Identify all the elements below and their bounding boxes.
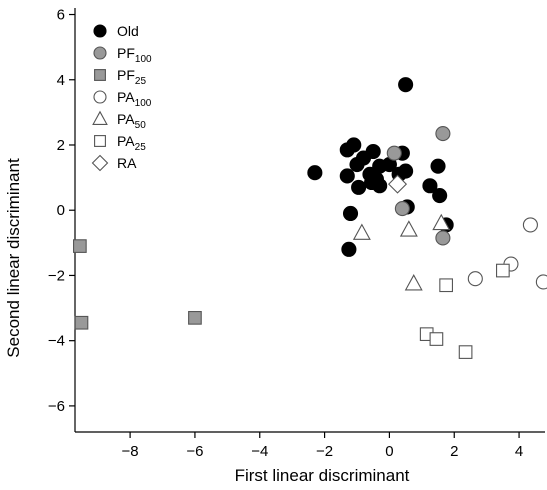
data-point: [439, 278, 453, 293]
legend-marker: [93, 90, 107, 104]
data-point: [535, 274, 547, 290]
legend-marker: [94, 69, 106, 81]
data-point: [458, 345, 473, 359]
data-point: [404, 274, 423, 291]
data-points: [73, 77, 547, 359]
x-tick-label: 4: [515, 443, 523, 460]
data-point: [429, 332, 444, 346]
legend-marker: [91, 154, 109, 172]
data-point: [422, 178, 438, 194]
data-point: [398, 77, 414, 93]
data-point: [372, 178, 388, 194]
y-tick-label: 6: [57, 7, 65, 24]
legend-label: PA50: [117, 111, 146, 131]
data-point: [496, 263, 510, 278]
data-point: [365, 143, 381, 160]
y-tick-label: 4: [57, 72, 65, 89]
data-point: [435, 230, 451, 246]
data-point: [342, 205, 359, 222]
data-point: [352, 223, 371, 240]
legend-marker: [93, 24, 107, 38]
legend-label: PF100: [117, 45, 152, 65]
x-tick-label: −6: [186, 443, 203, 460]
y-tick-label: −4: [48, 333, 65, 350]
legend-label: RA: [117, 155, 137, 171]
data-point: [430, 158, 446, 174]
data-point: [307, 165, 323, 181]
data-point: [435, 126, 451, 142]
x-axis-title: First linear discriminant: [235, 466, 410, 485]
x-axis: −8 −6 −4 −2 0 2 4: [122, 432, 523, 460]
legend-label: Old: [117, 23, 139, 39]
data-point: [74, 315, 89, 330]
data-point: [386, 145, 402, 161]
legend-marker: [94, 135, 106, 147]
data-point: [522, 217, 538, 233]
data-point: [432, 213, 451, 231]
data-point: [351, 179, 367, 195]
data-point: [467, 271, 483, 287]
y-tick-label: 2: [57, 137, 65, 154]
y-tick-label: −2: [48, 267, 65, 284]
x-tick-label: 0: [385, 443, 393, 460]
data-point: [188, 310, 202, 325]
legend-marker: [93, 46, 107, 60]
y-tick-label: −6: [48, 398, 65, 415]
legend-label: PF25: [117, 67, 146, 87]
x-tick-label: −4: [251, 443, 268, 460]
data-point: [399, 220, 418, 237]
legend-label: PA100: [117, 89, 152, 109]
data-point: [432, 187, 448, 204]
y-tick-label: 0: [57, 202, 65, 219]
y-axis-title: Second linear discriminant: [4, 158, 23, 358]
x-tick-label: −8: [122, 443, 139, 460]
x-tick-label: 2: [450, 443, 458, 460]
data-point: [349, 157, 365, 173]
x-tick-label: −2: [316, 443, 333, 460]
plot-frame: [74, 8, 545, 433]
data-point: [73, 239, 87, 253]
data-point: [398, 163, 414, 179]
data-point: [341, 241, 357, 257]
data-point: [394, 201, 410, 217]
data-point: [339, 142, 355, 158]
legend-label: PA25: [117, 133, 146, 153]
data-point: [339, 168, 355, 184]
data-point: [387, 174, 408, 194]
legend-marker: [92, 110, 108, 125]
y-axis: −6 −4 −2 0 2 4 6: [48, 7, 75, 415]
